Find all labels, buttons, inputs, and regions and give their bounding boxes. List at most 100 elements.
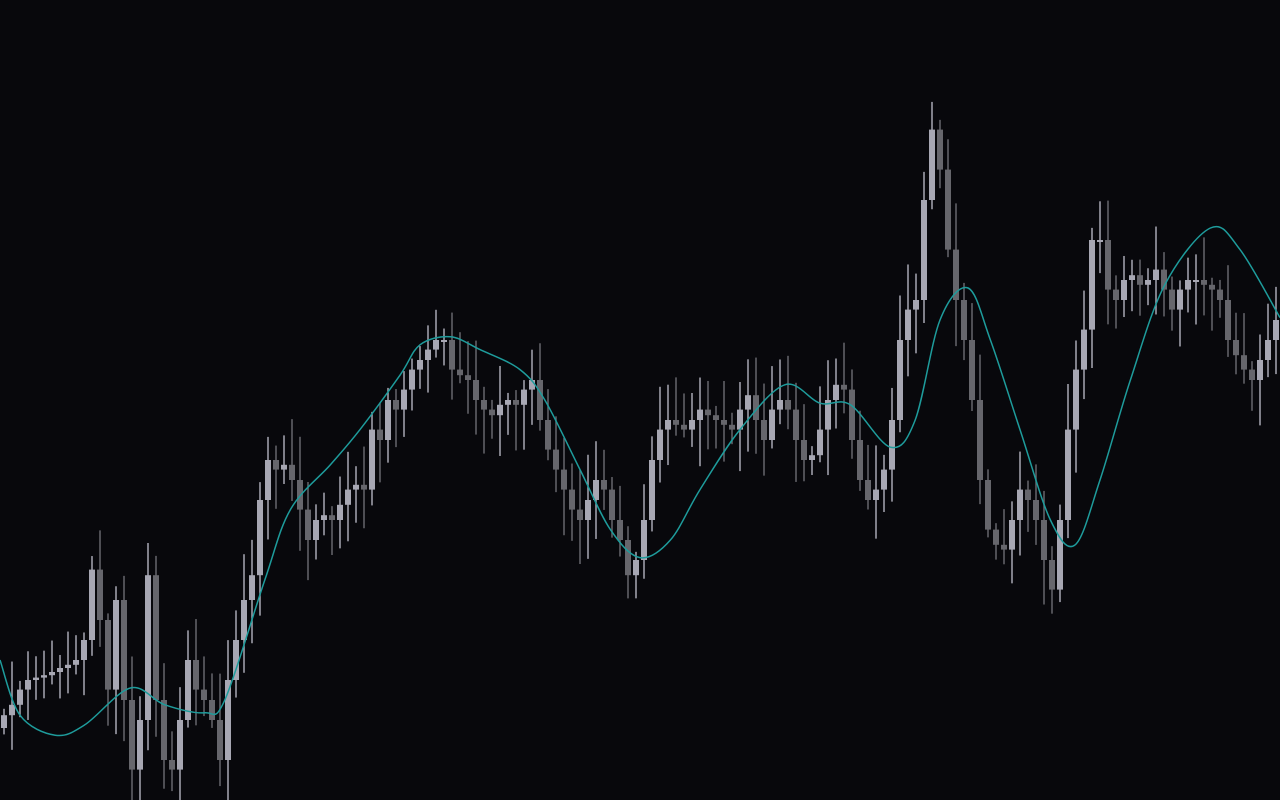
candle bbox=[121, 575, 127, 742]
candle-body-bearish bbox=[1169, 289, 1175, 310]
candle-body-bullish bbox=[1177, 289, 1183, 310]
candle bbox=[145, 543, 151, 751]
candle-body-bullish bbox=[137, 720, 143, 770]
candle-body-bullish bbox=[697, 409, 703, 420]
candle bbox=[65, 631, 71, 694]
candle-body-bullish bbox=[1009, 520, 1015, 550]
candle bbox=[801, 404, 807, 482]
candle-body-bearish bbox=[601, 480, 607, 490]
candle bbox=[1233, 312, 1239, 375]
candle bbox=[825, 360, 831, 476]
candle bbox=[489, 399, 495, 439]
candle-body-bearish bbox=[361, 484, 367, 490]
candle bbox=[905, 264, 911, 377]
candle bbox=[465, 341, 471, 414]
candle-body-bearish bbox=[1001, 544, 1007, 550]
candle bbox=[401, 371, 407, 437]
candle-body-bearish bbox=[481, 400, 487, 410]
candle-body-bullish bbox=[809, 455, 815, 460]
candle bbox=[377, 402, 383, 483]
candle-body-bullish bbox=[641, 520, 647, 560]
candle bbox=[153, 555, 159, 737]
candle-body-bullish bbox=[825, 400, 831, 430]
candle bbox=[113, 586, 119, 735]
candle-body-bearish bbox=[1201, 280, 1207, 285]
candle-body-bearish bbox=[681, 424, 687, 430]
candle bbox=[329, 506, 335, 556]
candle bbox=[881, 454, 887, 513]
candle-body-bullish bbox=[177, 720, 183, 770]
candle-body-bullish bbox=[1121, 280, 1127, 300]
candle bbox=[361, 446, 367, 529]
candle-body-bearish bbox=[937, 129, 943, 170]
candle-body-bullish bbox=[1193, 280, 1199, 282]
candle bbox=[241, 554, 247, 673]
candle-body-bullish bbox=[921, 200, 927, 300]
candle-body-bearish bbox=[985, 480, 991, 530]
candle-body-bullish bbox=[409, 369, 415, 390]
candle-body-bearish bbox=[305, 509, 311, 540]
candle-body-bullish bbox=[889, 420, 895, 470]
candle-body-bearish bbox=[625, 540, 631, 576]
candle-body-bearish bbox=[993, 529, 999, 545]
candle bbox=[393, 389, 399, 448]
candle bbox=[1145, 268, 1151, 306]
candle bbox=[537, 343, 543, 431]
candle-body-bearish bbox=[1113, 289, 1119, 300]
candle bbox=[1241, 313, 1247, 384]
candle bbox=[833, 358, 839, 429]
candle-body-bullish bbox=[41, 675, 47, 678]
candle-body-bullish bbox=[905, 309, 911, 340]
candle-body-bearish bbox=[977, 400, 983, 480]
candle-body-bearish bbox=[193, 660, 199, 690]
candle-body-bullish bbox=[745, 395, 751, 410]
candle bbox=[137, 696, 143, 800]
candle-body-bearish bbox=[545, 420, 551, 450]
candle-body-bearish bbox=[1217, 289, 1223, 300]
candle bbox=[177, 687, 183, 800]
candle-body-bearish bbox=[105, 620, 111, 690]
candle-body-bearish bbox=[465, 375, 471, 380]
candle-body-bullish bbox=[1273, 320, 1279, 340]
candle-body-bearish bbox=[393, 400, 399, 410]
candle bbox=[889, 387, 895, 502]
candle bbox=[1265, 303, 1271, 378]
candle-body-bearish bbox=[1249, 369, 1255, 380]
candle-body-bullish bbox=[113, 600, 119, 690]
candle-body-bullish bbox=[1065, 429, 1071, 520]
candle bbox=[321, 492, 327, 536]
candle-body-bullish bbox=[497, 404, 503, 416]
candle bbox=[1153, 226, 1159, 315]
candle-body-bullish bbox=[737, 409, 743, 430]
candle-body-bullish bbox=[649, 460, 655, 520]
candle-body-bullish bbox=[633, 560, 639, 576]
candle bbox=[17, 680, 23, 718]
candle-body-bearish bbox=[753, 395, 759, 420]
candle-body-bearish bbox=[121, 600, 127, 700]
candle bbox=[193, 619, 199, 726]
candle-body-bullish bbox=[1153, 269, 1159, 280]
candle bbox=[865, 444, 871, 510]
candle bbox=[233, 610, 239, 698]
candle-body-bearish bbox=[1137, 275, 1143, 285]
candle bbox=[209, 673, 215, 728]
candle bbox=[49, 640, 55, 685]
candle-body-bullish bbox=[49, 672, 55, 676]
candle bbox=[849, 369, 855, 459]
candle-body-bearish bbox=[761, 420, 767, 440]
candle-body-bullish bbox=[233, 640, 239, 680]
candle-body-bearish bbox=[793, 409, 799, 440]
candle-body-bearish bbox=[569, 489, 575, 510]
candle-body-bearish bbox=[841, 384, 847, 390]
candle bbox=[1121, 255, 1127, 318]
candle-body-bullish bbox=[57, 668, 63, 672]
candle bbox=[873, 445, 879, 539]
candle bbox=[993, 523, 999, 560]
candle bbox=[1001, 509, 1007, 565]
candle-body-bullish bbox=[17, 689, 23, 705]
candle bbox=[793, 382, 799, 482]
candle-body-bullish bbox=[529, 380, 535, 390]
candle bbox=[809, 446, 815, 476]
candle bbox=[969, 303, 975, 412]
candle-body-bearish bbox=[785, 400, 791, 410]
